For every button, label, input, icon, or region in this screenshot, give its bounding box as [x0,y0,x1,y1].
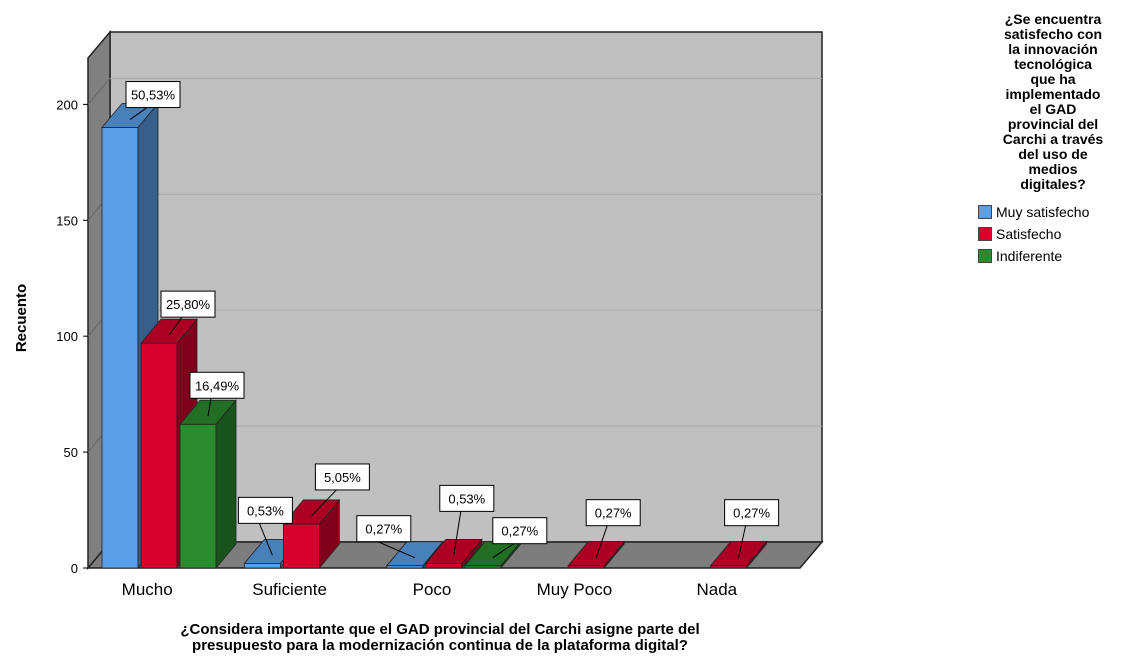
data-label-text: 0,27% [365,522,402,537]
data-label-text: 0,27% [501,524,538,539]
data-label-box [439,484,495,512]
data-label: 50,53% [125,81,181,120]
x-axis-title-line: ¿Considera importante que el GAD provinc… [180,621,699,638]
bar-front [140,342,178,569]
y-tick-label: 100 [56,329,78,344]
data-label-box [724,499,780,527]
bar-top [709,541,768,567]
category-label: Muy Poco [537,580,613,599]
data-label-box [160,290,216,318]
data-label-box [314,463,370,491]
bar-top [282,499,341,525]
bar [567,540,626,570]
gridline-side [87,78,111,105]
data-label-box [125,81,181,109]
y-tick-label: 200 [56,97,78,112]
bar-top [385,541,444,567]
legend-items: Muy satisfecho Satisfecho Indiferente [978,202,1128,265]
data-label-leader [168,316,183,336]
data-label: 25,80% [160,290,216,336]
x-axis-title-line: presupuesto para la modernización contin… [192,637,688,654]
data-label-leader [377,541,415,559]
data-label-box [189,371,245,399]
data-label: 0,53% [237,496,293,556]
bar-front [101,127,139,569]
bar-top [179,399,237,425]
data-label-text: 0,53% [448,491,485,506]
legend: ¿Se encuentra satisfecho con la innovaci… [978,12,1128,265]
bar [709,540,768,570]
x-axis-categories: Mucho Suficiente Poco Muy Poco Nada [122,580,738,599]
data-label: 5,05% [311,463,370,517]
legend-item: Muy satisfecho [978,202,1128,221]
legend-swatch [978,226,992,241]
data-label-text: 0,27% [733,506,770,521]
data-label-leader [258,523,273,556]
x-axis-title: ¿Considera importante que el GAD provinc… [180,621,699,654]
bar [424,538,483,570]
category-label: Nada [696,580,737,599]
data-label: 0,27% [492,517,548,559]
data-label: 0,53% [439,484,495,556]
bar [282,498,341,570]
data-label-box [492,517,548,545]
data-label-leader [595,525,608,558]
bar-top [567,541,626,567]
bar-side [215,399,237,570]
y-axis-ticks: 0 50 100 150 200 [56,97,88,576]
legend-label: Muy satisfecho [996,203,1090,220]
legend-item: Satisfecho [978,224,1128,243]
y-tick-label: 50 [64,445,78,460]
bar-front [179,423,217,569]
y-tick-label: 150 [56,213,78,228]
data-label-text: 5,05% [324,470,361,485]
legend-title: ¿Se encuentra satisfecho con la innovaci… [1002,11,1104,192]
legend-label: Indiferente [996,247,1063,264]
bar-front [243,562,281,569]
legend-swatch [978,204,992,219]
legend-swatch [978,248,992,263]
legend-item: Indiferente [978,246,1128,265]
bar-front [425,562,463,569]
data-label-text: 0,53% [247,503,284,518]
data-label-leader [492,543,515,559]
category-label: Suficiente [252,580,327,599]
data-label: 0,27% [356,515,415,559]
bar-front [282,523,320,569]
bar [463,540,522,570]
data-label-box [237,496,293,524]
data-label-text: 50,53% [131,88,176,103]
data-label-leader [129,107,148,120]
data-label-leader [738,525,747,558]
y-tick-label: 0 [71,561,78,576]
data-label-text: 0,27% [595,506,632,521]
bar [179,399,237,570]
category-label: Mucho [122,580,173,599]
bars: 50,53% 25,80% 16,49% 0,53% 5,05% 0,27% 0,53% 0,… [101,81,780,570]
y-axis-title: Recuento [13,284,30,352]
category-label: Poco [413,580,452,599]
data-label: 0,27% [724,499,780,558]
data-label-leader [207,398,212,417]
data-label: 0,27% [585,499,641,558]
bar-chart: 50,53% 25,80% 16,49% 0,53% 5,05% 0,27% 0,53% 0,… [13,29,824,654]
bar-top [424,538,483,564]
legend-label: Satisfecho [996,225,1062,242]
data-label-text: 25,80% [166,297,211,312]
bar-top [140,318,198,344]
data-label-leader [453,511,462,556]
data-label-leader [311,489,337,517]
data-label-box [356,515,412,543]
data-label-text: 16,49% [195,378,240,393]
data-label: 16,49% [189,371,245,417]
data-label-box [585,499,641,527]
